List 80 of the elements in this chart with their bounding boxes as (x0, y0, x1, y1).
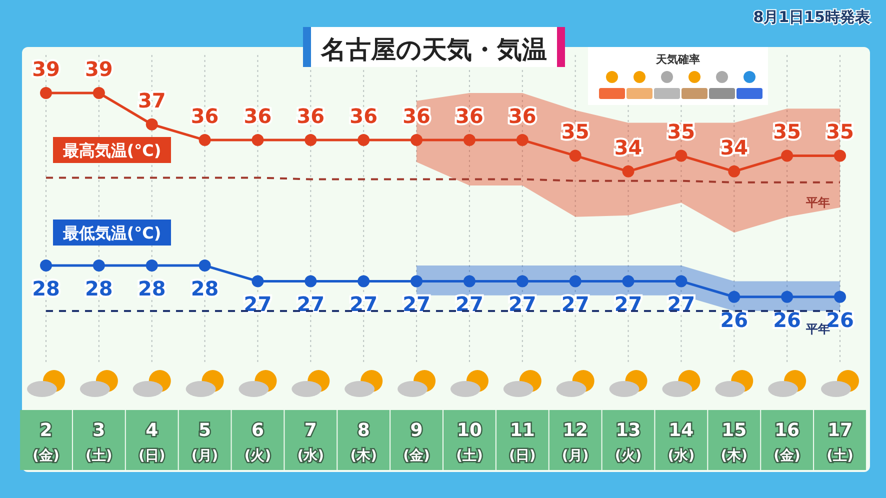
point (463, 275, 476, 288)
series-label: 最低気温(°C) (62, 224, 162, 243)
x-tick-label: 12 (月) (562, 420, 589, 464)
x-tick-label: 16 (金) (774, 420, 800, 464)
data-label: 26 (720, 308, 748, 332)
x-tick-label: 13 (火) (614, 420, 642, 464)
point (834, 290, 846, 303)
point (146, 260, 158, 272)
data-label: 39 (85, 57, 113, 81)
series-label: 最高気温(°C) (62, 141, 162, 160)
data-label: 36 (244, 104, 272, 128)
data-label: 27 (350, 292, 378, 316)
data-label: 27 (244, 292, 272, 316)
data-label: 37 (138, 88, 166, 112)
point (304, 275, 317, 288)
data-label: 27 (296, 292, 325, 316)
point (304, 134, 317, 146)
point (569, 150, 582, 162)
data-label: 36 (456, 104, 484, 128)
point (622, 165, 634, 178)
point (358, 134, 370, 146)
data-label: 27 (456, 292, 484, 316)
point (463, 134, 476, 146)
x-tick-label: 3 (土) (86, 420, 112, 464)
x-tick-label: 7 (水) (297, 420, 324, 464)
text: 天気確率 (655, 53, 700, 66)
data-label: 28 (32, 276, 60, 301)
chart-subtitle: 8月1日15時発表 (753, 8, 871, 26)
data-label: 28 (190, 276, 219, 301)
point (146, 118, 158, 130)
data-label: 36 (508, 104, 536, 128)
point (675, 150, 688, 162)
point (358, 275, 370, 288)
data-label: 34 (720, 135, 748, 160)
point (410, 134, 423, 146)
point (516, 275, 528, 288)
data-label: 34 (614, 135, 642, 160)
point (781, 290, 794, 303)
point (728, 290, 740, 303)
data-label: 35 (561, 120, 590, 144)
x-tick-label: 4 (日) (138, 420, 166, 464)
data-label: 35 (667, 120, 696, 144)
point (516, 134, 528, 146)
data-label: 28 (138, 276, 166, 301)
x-tick-label: 17 (土) (826, 420, 854, 464)
data-label: 36 (296, 104, 325, 128)
point (252, 275, 264, 288)
point (40, 260, 52, 272)
point (622, 275, 634, 288)
point (92, 87, 105, 99)
point (198, 134, 211, 146)
x-tick-label: 2 (金) (32, 420, 60, 464)
data-label: 35 (773, 120, 801, 144)
point (410, 275, 423, 288)
data-label: 26 (773, 308, 801, 332)
point (40, 87, 52, 99)
x-tick-label: 10 (土) (456, 420, 483, 464)
x-tick-label: 5 (月) (191, 420, 218, 464)
point (834, 150, 846, 162)
point (569, 275, 582, 288)
data-label: 36 (350, 104, 378, 128)
data-label: 35 (826, 120, 854, 144)
point (675, 275, 688, 288)
series-label: 平年 (805, 195, 830, 210)
data-label: 27 (402, 292, 430, 316)
x-tick-label: 11 (日) (509, 420, 536, 464)
x-tick-label: 15 (木) (720, 420, 748, 464)
data-label: 39 (32, 57, 60, 81)
x-tick-label: 6 (火) (244, 420, 272, 464)
point (198, 260, 211, 272)
point (252, 134, 264, 146)
x-tick-label: 8 (木) (350, 420, 377, 464)
chart-title: 名古屋の天気・気温 (320, 35, 547, 64)
point (92, 260, 105, 272)
x-tick-label: 9 (金) (403, 420, 430, 464)
data-label: 36 (190, 104, 219, 128)
point (728, 165, 740, 178)
data-label: 28 (85, 276, 113, 301)
x-tick-label: 14 (水) (668, 420, 695, 464)
point (781, 150, 794, 162)
